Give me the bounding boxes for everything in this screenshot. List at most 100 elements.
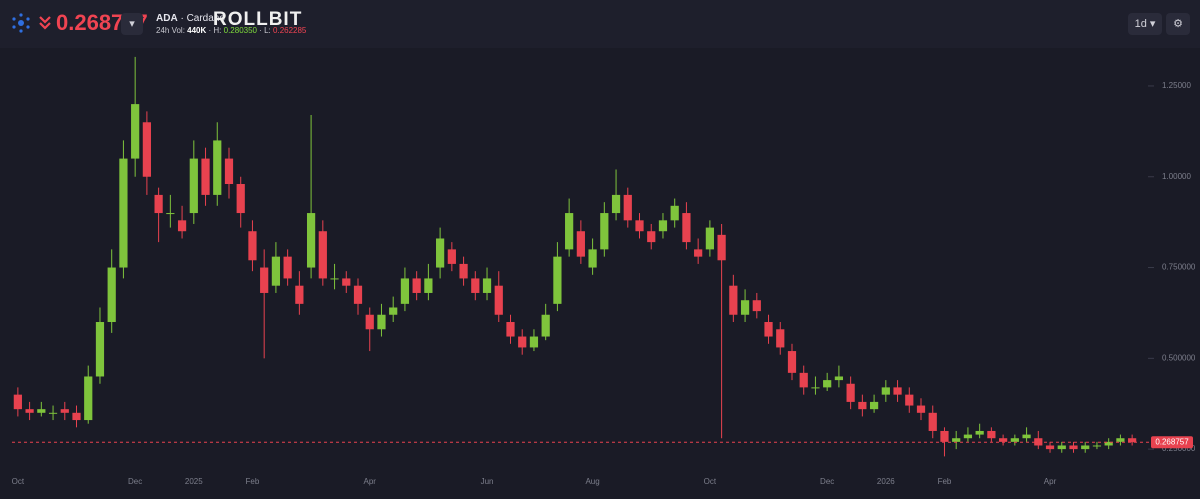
candle-body: [553, 256, 562, 304]
candle-body: [600, 213, 609, 250]
candle-body: [529, 336, 539, 348]
candle-body: [952, 438, 961, 442]
interval-dropdown[interactable]: 1d ▾: [1128, 13, 1162, 35]
plot-background: [0, 48, 1200, 499]
x-tick-label: Jun: [481, 477, 494, 486]
candle-body: [869, 401, 879, 410]
candle-body: [893, 387, 902, 395]
candle-body: [119, 158, 128, 268]
candle-body: [330, 278, 339, 280]
low: 0.262285: [273, 26, 307, 35]
candle-body: [682, 213, 691, 243]
candle-body: [224, 158, 234, 185]
candle-body: [846, 383, 855, 402]
volume-label: 24h Vol:: [156, 26, 185, 35]
candle-body: [1092, 445, 1102, 447]
high: 0.280350: [223, 26, 257, 35]
candle-body: [881, 387, 890, 395]
interval: 1d: [1134, 18, 1147, 30]
candle-body: [295, 285, 304, 304]
candle-body: [37, 409, 46, 413]
x-tick-label: Dec: [820, 477, 834, 486]
pair-info: ADA · Cardano: [156, 13, 225, 24]
candle-body: [506, 322, 515, 337]
candle-body: [342, 278, 351, 286]
candle-body: [412, 278, 421, 293]
stats: 24h Vol: 440K · H: 0.280350 · L: 0.26228…: [156, 26, 307, 35]
candle-body: [494, 285, 503, 315]
down-chevrons: [39, 16, 51, 30]
candle-body: [799, 372, 808, 388]
candle-body: [987, 430, 996, 439]
candle-body: [905, 394, 914, 406]
candle-body: [694, 249, 703, 257]
candle-body: [940, 430, 949, 442]
candle-body: [177, 220, 187, 232]
candle-body: [647, 231, 656, 243]
candle-body: [166, 213, 175, 215]
candle-body: [963, 434, 973, 439]
candle-body: [154, 194, 163, 214]
candle-body: [1010, 438, 1019, 442]
candle-body: [201, 158, 210, 195]
candle-body: [424, 278, 433, 293]
x-tick-label: Oct: [704, 477, 717, 486]
candle-body: [306, 213, 316, 268]
candle-body: [999, 438, 1008, 442]
header-bar: 0.268757 ▾ ADA · Cardano ROLLBIT 24h Vol…: [0, 0, 1200, 48]
candle-body: [95, 322, 105, 377]
candle-body: [84, 376, 93, 421]
y-tick-label: 0.750000: [1162, 263, 1196, 272]
brand: ROLLBIT: [213, 9, 303, 30]
candle-body: [658, 220, 668, 232]
candle-body: [811, 387, 820, 389]
candle-body: [576, 231, 585, 257]
candle-body: [752, 300, 761, 312]
y-tick-label: 0.250000: [1162, 444, 1196, 453]
candle-body: [13, 394, 22, 410]
candle-body: [518, 336, 527, 348]
market-dropdown[interactable]: ▾: [121, 13, 143, 35]
candle-body: [213, 140, 222, 195]
candle-body: [823, 380, 832, 388]
candle-body: [271, 256, 281, 286]
x-tick-label: Apr: [364, 477, 377, 486]
y-tick-label: 0.500000: [1162, 353, 1196, 362]
chart: 0.250000 0.500000 0.750000 1.00000 1.25000 Oc…: [0, 48, 1200, 499]
candle-body: [729, 285, 738, 315]
candle-body: [447, 249, 456, 264]
candle-body: [389, 307, 398, 315]
candle-body: [623, 194, 632, 221]
candle-body: [365, 314, 374, 330]
candle-body: [459, 263, 468, 279]
candle-body: [1045, 445, 1055, 450]
candle-body: [611, 194, 621, 214]
candle-body: [858, 401, 867, 410]
y-tick-label: 1.25000: [1162, 81, 1191, 90]
x-tick-label: 2025: [185, 477, 203, 486]
candle-body: [318, 231, 327, 279]
candle-body: [975, 430, 984, 435]
candle-body: [717, 234, 726, 261]
candle-body: [705, 227, 714, 250]
x-tick-label: Feb: [938, 477, 952, 486]
candle-body: [189, 158, 198, 214]
candle-body: [400, 278, 410, 304]
candle-body: [25, 409, 34, 413]
last-price-tag: [1151, 436, 1193, 449]
candle-body: [764, 322, 773, 337]
candle-body: [1069, 445, 1078, 450]
candle-body: [670, 205, 679, 221]
candle-body: [72, 412, 81, 421]
candle-body: [916, 405, 926, 413]
low-label: L:: [264, 26, 271, 35]
cardano-logo: [12, 13, 30, 33]
x-tick-label: Aug: [585, 477, 599, 486]
x-tick-label: Dec: [128, 477, 142, 486]
candle-body: [834, 376, 844, 381]
candle-body: [377, 314, 386, 330]
settings-button[interactable]: ⚙: [1166, 13, 1190, 35]
candle-body: [588, 249, 597, 268]
candle-body: [787, 351, 797, 373]
